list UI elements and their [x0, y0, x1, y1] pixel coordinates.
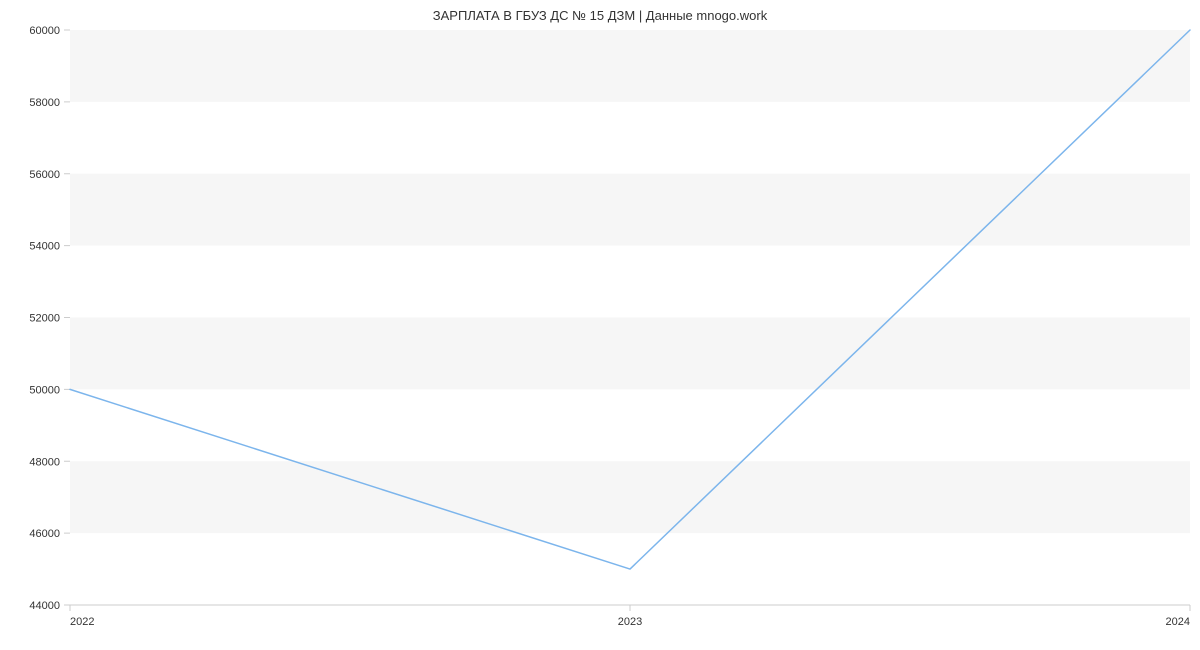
y-tick-label: 44000	[29, 600, 60, 612]
x-tick-label: 2024	[1166, 616, 1190, 628]
y-tick-label: 52000	[29, 313, 60, 325]
y-tick-label: 56000	[29, 169, 60, 181]
salary-line-chart: ЗАРПЛАТА В ГБУЗ ДС № 15 ДЗМ | Данные mno…	[0, 0, 1200, 650]
y-tick-label: 50000	[29, 384, 60, 396]
plot-band	[70, 461, 1190, 533]
plot-band	[70, 318, 1190, 390]
y-tick-label: 54000	[29, 241, 60, 253]
x-tick-label: 2022	[70, 616, 94, 628]
y-tick-label: 48000	[29, 456, 60, 468]
plot-band	[70, 30, 1190, 102]
plot-band	[70, 174, 1190, 246]
x-tick-label: 2023	[618, 616, 642, 628]
y-tick-label: 58000	[29, 97, 60, 109]
y-tick-label: 46000	[29, 528, 60, 540]
y-tick-label: 60000	[29, 25, 60, 37]
chart-svg: 44000 46000 48000 50000 52000 54000 56000 58000…	[0, 0, 1200, 650]
